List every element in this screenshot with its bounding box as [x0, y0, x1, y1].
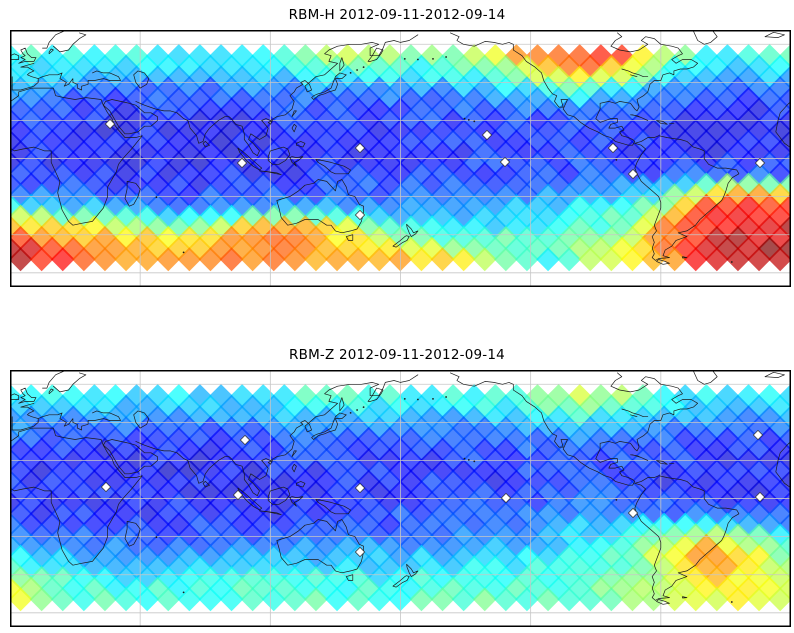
coastlines: [10, 30, 791, 265]
rbm-h-map: [10, 30, 791, 287]
map-content: [10, 370, 791, 627]
map-frame: [10, 370, 791, 627]
panel-title-rbm-z: RBM-Z 2012-09-11-2012-09-14: [289, 347, 505, 363]
map-content: [10, 30, 791, 287]
map-frame: [10, 30, 791, 287]
rbm-z-map: [10, 370, 791, 627]
anomaly-mesh: [10, 44, 791, 272]
panel-title-rbm-h: RBM-H 2012-09-11-2012-09-14: [288, 7, 506, 23]
coastlines: [10, 370, 791, 605]
station-markers: [100, 429, 766, 558]
station-markers: [104, 118, 766, 221]
